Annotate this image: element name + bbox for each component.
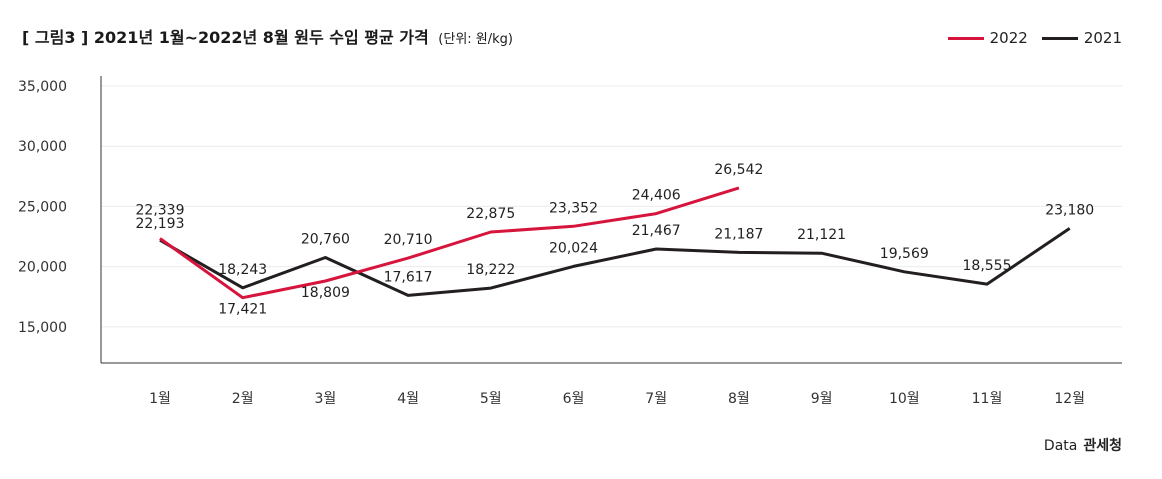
x-tick-label: 7월 [645,391,667,407]
x-tick-label: 1월 [149,391,171,407]
chart-unit: (단위: 원/kg) [438,32,513,47]
source-credit: Data 관세청 [1044,435,1122,455]
data-label-2021: 18,222 [466,262,515,278]
data-label-2021: 18,243 [218,262,267,278]
x-tick-label: 5월 [480,391,502,407]
data-label-2021: 17,617 [384,269,433,285]
x-tick-label: 8월 [728,391,750,407]
data-label-2022: 23,352 [549,200,598,216]
x-tick-label: 12월 [1054,391,1085,407]
data-label-2021: 23,180 [1045,202,1094,218]
y-tick-label: 20,000 [18,260,67,276]
legend: 2022 2021 [947,29,1122,47]
data-label-2021: 19,569 [880,246,929,262]
x-tick-label: 6월 [563,391,585,407]
x-tick-label: 9월 [811,391,833,407]
series-line-2021 [159,227,1071,297]
y-tick-label: 35,000 [18,79,67,95]
x-tick-label: 3월 [315,391,337,407]
data-label-2021: 20,024 [549,240,598,256]
legend-label-2022: 2022 [989,29,1028,47]
y-tick-label: 30,000 [18,139,67,155]
data-label-2022: 26,542 [714,162,763,178]
chart-title-text: [ 그림3 ] 2021년 1월~2022년 8월 원두 수입 평균 가격 [22,28,429,47]
data-label-2022: 17,421 [218,302,267,318]
legend-label-2021: 2021 [1083,29,1122,47]
data-label-2022: 24,406 [632,188,681,204]
legend-swatch-2021 [1041,36,1078,40]
data-label-2021: 18,555 [963,258,1012,274]
chart-title: [ 그림3 ] 2021년 1월~2022년 8월 원두 수입 평균 가격 (단… [22,24,513,48]
data-label-2022: 20,710 [384,232,433,248]
data-label-2022: 22,875 [466,206,515,222]
data-label-2021: 21,121 [797,227,846,243]
data-label-2021: 22,193 [136,216,185,232]
data-label-2021: 20,760 [301,231,350,247]
y-tick-label: 25,000 [18,199,67,215]
data-label-2022: 18,809 [301,285,350,301]
legend-swatch-2022 [947,36,984,40]
x-tick-label: 4월 [397,391,419,407]
source-prefix: Data [1043,438,1078,454]
series-line-2022 [159,186,740,300]
x-tick-label: 11월 [972,391,1003,407]
y-tick-label: 15,000 [18,320,67,336]
data-label-2021: 21,187 [714,226,763,242]
legend-item-2022: 2022 [947,29,1028,47]
data-label-2021: 21,467 [632,223,681,239]
data-label-2022: 22,339 [136,202,185,218]
source-org: 관세청 [1083,438,1122,454]
x-tick-label: 10월 [889,391,920,407]
x-tick-label: 2월 [232,391,254,407]
legend-item-2021: 2021 [1041,29,1122,47]
